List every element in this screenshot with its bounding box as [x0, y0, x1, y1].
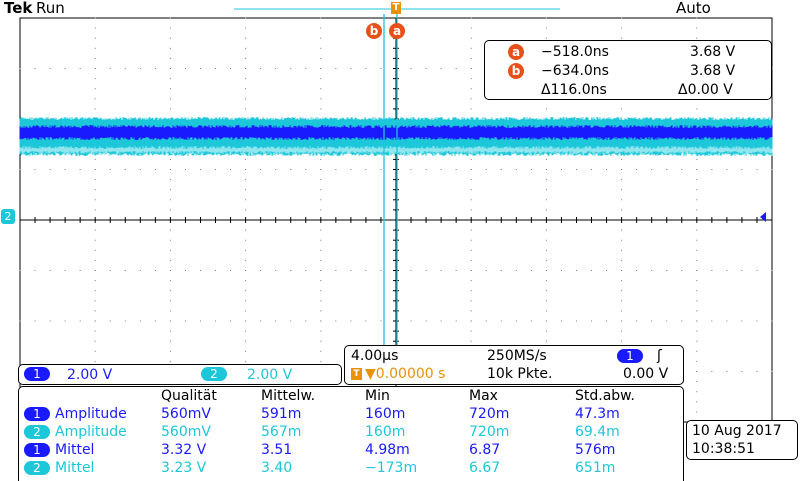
- datetime-panel: 10 Aug 2017 10:38:51: [686, 420, 798, 460]
- cursor-a-marker[interactable]: a: [389, 23, 405, 39]
- cursor-b-marker[interactable]: b: [366, 23, 382, 39]
- row-measure-name: Mittel: [55, 442, 95, 458]
- time-per-div[interactable]: 4.00µs: [351, 348, 399, 364]
- row-stddev: 47.3m: [575, 406, 620, 422]
- measurement-row[interactable]: 2 Amplitude 560mV 567m 160m 720m 69.4m: [19, 423, 683, 441]
- cursor-delta-time: Δ116.0ns: [541, 82, 607, 98]
- record-length: 10k Pkte.: [487, 366, 553, 382]
- ch1-trace: [19, 125, 773, 140]
- ch2-badge[interactable]: 2: [201, 367, 227, 381]
- trigger-mode: Auto: [676, 0, 711, 17]
- row-channel-badge: 2: [24, 461, 50, 475]
- row-measure-name: Amplitude: [55, 406, 127, 422]
- row-quality: 560mV: [161, 406, 211, 422]
- measurement-panel: Qualität Mittelw. Min Max Std.abw. 1 Amp…: [18, 386, 684, 481]
- cursor-b-time: −634.0ns: [541, 63, 609, 79]
- row-measure-name: Amplitude: [55, 424, 127, 440]
- row-channel-badge: 1: [24, 407, 50, 421]
- header-quality: Qualität: [161, 388, 217, 404]
- row-stddev: 69.4m: [575, 424, 620, 440]
- trigger-level[interactable]: 0.00 V: [623, 366, 669, 382]
- measurement-row[interactable]: 1 Mittel 3.32 V 3.51 4.98m 6.87 576m: [19, 441, 683, 459]
- row-channel-badge: 1: [24, 443, 50, 457]
- row-quality: 3.23 V: [161, 460, 207, 476]
- row-channel-badge: 2: [24, 425, 50, 439]
- header-mean: Mittelw.: [261, 388, 316, 404]
- trigger-position[interactable]: ▼0.00000 s: [365, 366, 446, 382]
- time-display: 10:38:51: [692, 441, 755, 457]
- trigger-slope-icon: ʃ: [657, 348, 662, 364]
- row-min: 160m: [365, 424, 406, 440]
- trigger-level-marker[interactable]: [760, 212, 766, 222]
- row-min: 4.98m: [365, 442, 410, 458]
- sample-rate: 250MS/s: [487, 348, 547, 364]
- cursor-b-icon: b: [508, 63, 524, 79]
- brand-label: Tek: [4, 0, 33, 17]
- row-quality: 560mV: [161, 424, 211, 440]
- row-max: 6.87: [469, 442, 501, 458]
- measurement-row[interactable]: 1 Amplitude 560mV 591m 160m 720m 47.3m: [19, 405, 683, 423]
- cursor-a-time: −518.0ns: [541, 44, 609, 60]
- trigger-position-marker[interactable]: T: [391, 2, 401, 14]
- cursor-readout-panel: a −518.0ns 3.68 V b −634.0ns 3.68 V Δ116…: [484, 40, 772, 100]
- ch1-badge[interactable]: 1: [24, 367, 50, 381]
- header-min: Min: [365, 388, 390, 404]
- cursor-delta-voltage: Δ0.00 V: [678, 82, 733, 98]
- row-min: −173m: [365, 460, 418, 476]
- row-mean: 3.40: [261, 460, 293, 476]
- date-display: 10 Aug 2017: [692, 423, 782, 439]
- cursor-a-voltage: 3.68 V: [690, 44, 736, 60]
- cursor-a-icon: a: [508, 44, 524, 60]
- row-min: 160m: [365, 406, 406, 422]
- ch2-scale[interactable]: 2.00 V: [247, 367, 293, 383]
- trigger-source-badge[interactable]: 1: [617, 349, 643, 363]
- row-max: 720m: [469, 406, 510, 422]
- ch1-scale[interactable]: 2.00 V: [67, 367, 113, 383]
- row-stddev: 651m: [575, 460, 616, 476]
- header-stddev: Std.abw.: [575, 388, 635, 404]
- cursor-b-voltage: 3.68 V: [690, 63, 736, 79]
- ch2-ground-marker[interactable]: 2: [1, 209, 15, 224]
- measurement-row[interactable]: 2 Mittel 3.23 V 3.40 −173m 6.67 651m: [19, 459, 683, 477]
- row-quality: 3.32 V: [161, 442, 207, 458]
- row-mean: 3.51: [261, 442, 293, 458]
- channel-traces: [19, 117, 773, 156]
- row-max: 720m: [469, 424, 510, 440]
- trigger-icon: T: [351, 368, 362, 380]
- row-max: 6.67: [469, 460, 501, 476]
- row-stddev: 576m: [575, 442, 616, 458]
- header-max: Max: [469, 388, 498, 404]
- channel-scale-panel: 1 2.00 V 2 2.00 V: [18, 364, 342, 385]
- row-mean: 567m: [261, 424, 302, 440]
- ch2-trace-light: [19, 146, 773, 154]
- timebase-panel: 4.00µs 250MS/s 1 ʃ T ▼0.00000 s 10k Pkte…: [344, 345, 684, 385]
- acquisition-status: Run: [36, 0, 65, 17]
- row-mean: 591m: [261, 406, 302, 422]
- measurement-header-row: Qualität Mittelw. Min Max Std.abw.: [19, 387, 683, 405]
- row-measure-name: Mittel: [55, 460, 95, 476]
